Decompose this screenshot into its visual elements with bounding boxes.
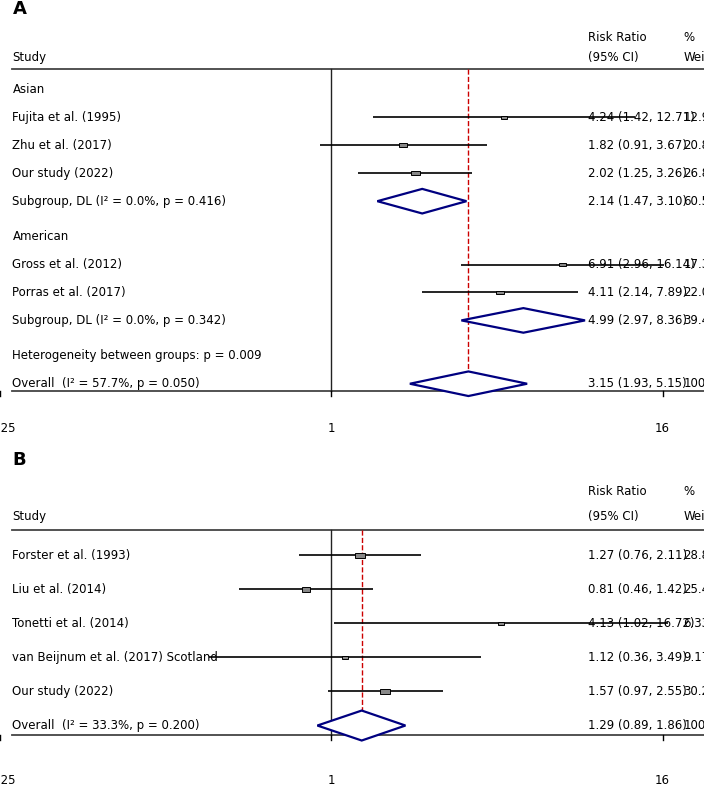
Text: Study: Study (13, 510, 46, 523)
Bar (558, 263, 566, 266)
Text: 30.25: 30.25 (684, 685, 704, 698)
Text: Subgroup, DL (I² = 0.0%, p = 0.416): Subgroup, DL (I² = 0.0%, p = 0.416) (13, 195, 227, 208)
Text: van Beijnum et al. (2017) Scotland: van Beijnum et al. (2017) Scotland (13, 651, 218, 664)
Text: 1: 1 (327, 774, 335, 786)
Text: Liu et al. (2014): Liu et al. (2014) (13, 583, 106, 596)
Text: 26.80: 26.80 (684, 167, 704, 180)
Text: 6.91 (2.96, 16.14): 6.91 (2.96, 16.14) (588, 258, 695, 271)
Text: B: B (13, 451, 26, 469)
Text: (95% CI): (95% CI) (588, 52, 639, 64)
Bar (411, 171, 420, 175)
Text: 12.90: 12.90 (684, 111, 704, 124)
Text: 2.14 (1.47, 3.10): 2.14 (1.47, 3.10) (588, 195, 687, 208)
Text: 4.24 (1.42, 12.71): 4.24 (1.42, 12.71) (588, 111, 695, 124)
Text: 39.44: 39.44 (684, 314, 704, 327)
Text: Heterogeneity between groups: p = 0.009: Heterogeneity between groups: p = 0.009 (13, 349, 262, 362)
Bar (496, 291, 504, 295)
Text: (95% CI): (95% CI) (588, 510, 639, 523)
Text: 1.57 (0.97, 2.55): 1.57 (0.97, 2.55) (588, 685, 687, 698)
Text: 100.00: 100.00 (684, 719, 704, 732)
Text: Weight: Weight (684, 510, 704, 523)
Text: 60.56: 60.56 (684, 195, 704, 208)
Text: 1.12 (0.36, 3.49): 1.12 (0.36, 3.49) (588, 651, 687, 664)
Text: 1.27 (0.76, 2.11): 1.27 (0.76, 2.11) (588, 549, 687, 562)
Text: 1.29 (0.89, 1.86): 1.29 (0.89, 1.86) (588, 719, 687, 732)
Text: 4.99 (2.97, 8.36): 4.99 (2.97, 8.36) (588, 314, 687, 327)
Text: Overall  (I² = 57.7%, p = 0.050): Overall (I² = 57.7%, p = 0.050) (13, 378, 200, 390)
Text: 1: 1 (327, 422, 335, 435)
Text: 4.11 (2.14, 7.89): 4.11 (2.14, 7.89) (588, 286, 687, 299)
Text: 20.85: 20.85 (684, 138, 704, 152)
Text: 17.38: 17.38 (684, 258, 704, 271)
Bar (399, 143, 407, 147)
Text: Porras et al. (2017): Porras et al. (2017) (13, 286, 126, 299)
Text: .0625: .0625 (0, 774, 17, 786)
Text: Forster et al. (1993): Forster et al. (1993) (13, 549, 131, 562)
Bar (501, 116, 508, 119)
Text: 4.13 (1.02, 16.72): 4.13 (1.02, 16.72) (588, 617, 695, 630)
Text: 22.06: 22.06 (684, 286, 704, 299)
Text: Weight: Weight (684, 52, 704, 64)
Text: Gross et al. (2012): Gross et al. (2012) (13, 258, 122, 271)
Text: 16: 16 (655, 774, 670, 786)
Polygon shape (318, 711, 406, 741)
Text: %: % (684, 485, 694, 498)
Polygon shape (377, 189, 467, 213)
Text: Our study (2022): Our study (2022) (13, 685, 113, 698)
Text: 2.02 (1.25, 3.26): 2.02 (1.25, 3.26) (588, 167, 687, 180)
Text: Subgroup, DL (I² = 0.0%, p = 0.342): Subgroup, DL (I² = 0.0%, p = 0.342) (13, 314, 226, 327)
Text: 0.81 (0.46, 1.42): 0.81 (0.46, 1.42) (588, 583, 687, 596)
Text: 6.33: 6.33 (684, 617, 704, 630)
Text: Asian: Asian (13, 83, 44, 96)
Polygon shape (461, 308, 585, 332)
Text: 100.00: 100.00 (684, 378, 704, 390)
Text: Risk Ratio: Risk Ratio (588, 31, 647, 43)
Text: 28.80: 28.80 (684, 549, 704, 562)
Text: Overall  (I² = 33.3%, p = 0.200): Overall (I² = 33.3%, p = 0.200) (13, 719, 200, 732)
Text: Zhu et al. (2017): Zhu et al. (2017) (13, 138, 112, 152)
Text: A: A (13, 0, 26, 19)
Polygon shape (410, 371, 527, 396)
Bar (356, 553, 365, 558)
Bar (302, 587, 310, 592)
Bar (498, 621, 503, 625)
Text: Fujita et al. (1995): Fujita et al. (1995) (13, 111, 121, 124)
Text: %: % (684, 31, 694, 43)
Text: Our study (2022): Our study (2022) (13, 167, 113, 180)
Text: 3.15 (1.93, 5.15): 3.15 (1.93, 5.15) (588, 378, 686, 390)
Bar (342, 656, 348, 659)
Text: 9.17: 9.17 (684, 651, 704, 664)
Text: 16: 16 (655, 422, 670, 435)
Text: 1.82 (0.91, 3.67): 1.82 (0.91, 3.67) (588, 138, 687, 152)
Text: Risk Ratio: Risk Ratio (588, 485, 647, 498)
Bar (380, 689, 390, 694)
Text: .0625: .0625 (0, 422, 17, 435)
Text: Tonetti et al. (2014): Tonetti et al. (2014) (13, 617, 129, 630)
Text: American: American (13, 230, 69, 243)
Text: 25.44: 25.44 (684, 583, 704, 596)
Text: Study: Study (13, 52, 46, 64)
